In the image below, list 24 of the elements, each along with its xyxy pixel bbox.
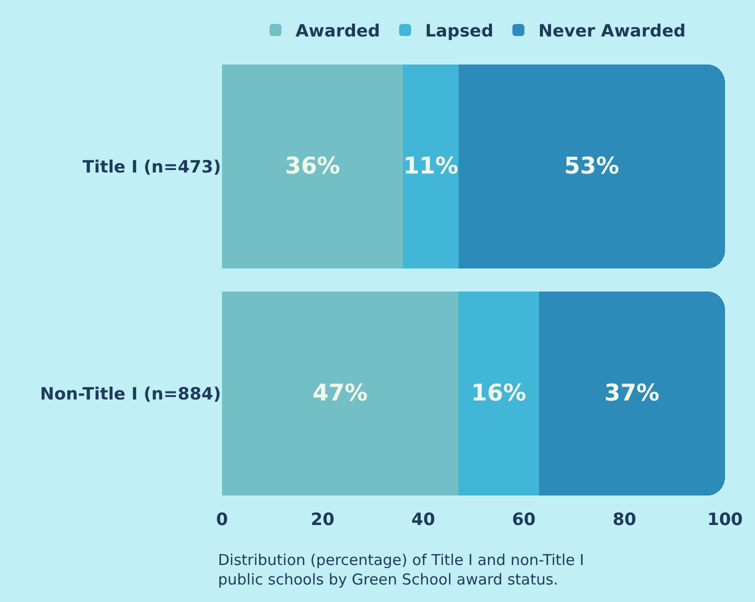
legend-label: Never Awarded bbox=[538, 22, 686, 42]
bar bbox=[458, 291, 539, 496]
x-tick-label: 100 bbox=[707, 510, 743, 530]
data-label: 47% bbox=[312, 380, 368, 406]
legend-label: Lapsed bbox=[425, 22, 494, 42]
bar bbox=[222, 64, 404, 269]
bar bbox=[222, 291, 458, 496]
text: Distribution (percentage) of Title I and non-Title I public schools by Green School award status. bbox=[218, 551, 584, 588]
x-tick-label: 0 bbox=[216, 510, 228, 530]
bar bbox=[458, 64, 725, 269]
bar bbox=[538, 291, 725, 496]
data-label: 53% bbox=[564, 154, 620, 180]
data-label: 16% bbox=[471, 380, 526, 406]
x-tick-label: 40 bbox=[411, 510, 436, 530]
x-tick-label: 80 bbox=[612, 510, 636, 530]
data-label: 11% bbox=[403, 154, 458, 180]
bar bbox=[403, 64, 458, 269]
x-tick-label: 20 bbox=[310, 510, 335, 530]
y-tick-label: Non-Title I (n=884) bbox=[40, 384, 221, 404]
data-label: 37% bbox=[604, 380, 660, 406]
data-label: 36% bbox=[285, 154, 340, 180]
x-tick-label: 60 bbox=[512, 510, 536, 530]
y-tick-label: Title I (n=473) bbox=[82, 157, 221, 178]
legend-label: Awarded bbox=[296, 22, 380, 42]
